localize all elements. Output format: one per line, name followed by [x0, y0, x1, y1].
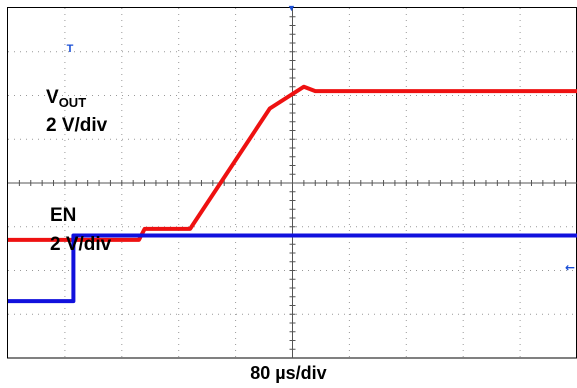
channel-marker-icon: T — [67, 43, 74, 55]
graticule — [7, 7, 577, 359]
trigger-time-marker: ▼ — [287, 3, 296, 13]
markers: ▼ T ← — [67, 3, 575, 275]
vout-trace — [8, 84, 577, 242]
en-scale-label: 2 V/div — [50, 234, 112, 255]
trigger-level-arrow-icon: ← — [565, 261, 575, 275]
vout-label: VOUT — [46, 87, 87, 110]
traces — [8, 84, 577, 304]
vout-scale-label: 2 V/div — [46, 115, 108, 136]
en-trace — [8, 233, 577, 304]
en-label: EN — [50, 205, 77, 226]
timebase-label: 80 µs/div — [250, 363, 327, 383]
